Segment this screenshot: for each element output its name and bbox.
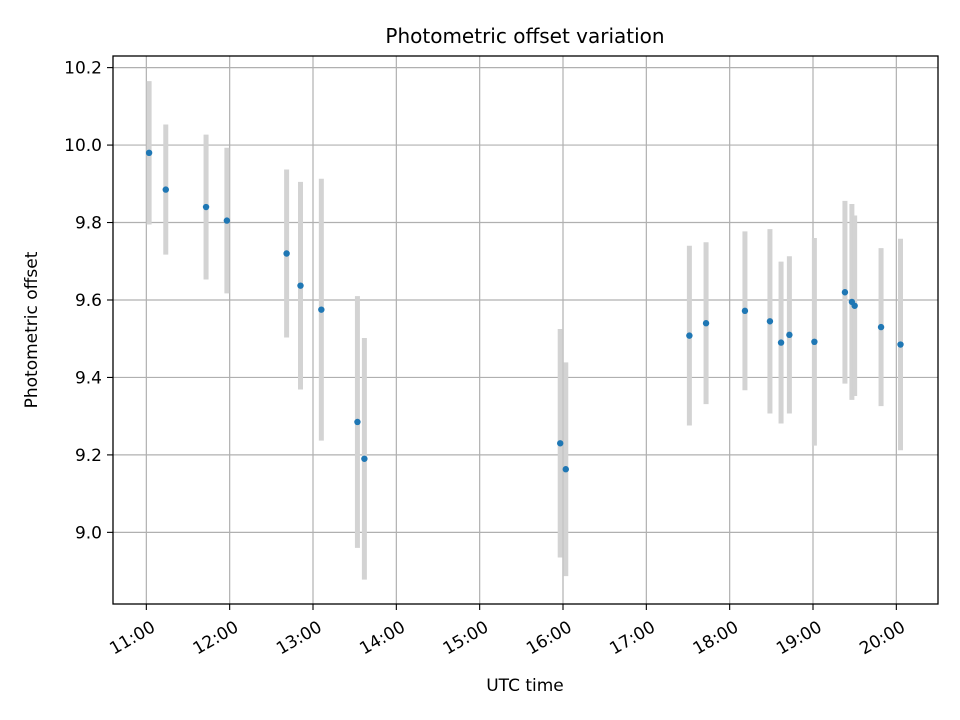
data-point	[297, 282, 304, 289]
data-point	[318, 306, 325, 313]
data-point	[811, 338, 818, 346]
data-point	[877, 323, 885, 331]
data-points	[145, 149, 904, 473]
data-point	[562, 466, 569, 473]
data-point	[786, 331, 793, 339]
data-point	[766, 318, 774, 325]
chart-title: Photometric offset variation	[385, 24, 664, 48]
plot-frame	[112, 55, 939, 605]
error-bars	[146, 81, 903, 580]
grid-lines	[113, 56, 938, 604]
y-tick-label: 9.8	[75, 214, 102, 234]
data-point	[145, 149, 153, 157]
x-tick-label: 12:00	[190, 617, 242, 659]
y-tick-label: 9.0	[75, 523, 102, 543]
data-point	[354, 418, 361, 426]
data-point	[361, 455, 368, 462]
x-tick-label: 16:00	[523, 617, 575, 659]
data-point	[557, 440, 564, 447]
x-tick-label: 17:00	[606, 617, 658, 659]
data-point	[283, 250, 290, 257]
data-point	[851, 302, 858, 309]
data-point	[223, 217, 231, 224]
y-axis-label: Photometric offset	[22, 251, 42, 408]
y-tick-label: 9.4	[75, 368, 102, 388]
y-tick-label: 10.0	[64, 136, 102, 156]
y-tick-label: 9.2	[75, 446, 102, 466]
x-tick-label: 11:00	[106, 617, 158, 659]
x-tick-label: 14:00	[356, 617, 408, 659]
x-tick-label: 13:00	[273, 617, 325, 659]
y-tick-label: 9.6	[75, 291, 102, 311]
data-point	[841, 289, 849, 296]
data-point	[702, 320, 710, 327]
data-point	[897, 341, 904, 348]
y-tick-label: 10.2	[64, 59, 102, 79]
data-point	[202, 203, 210, 211]
data-point	[162, 186, 169, 193]
x-tick-label: 20:00	[856, 617, 908, 659]
x-tick-label: 18:00	[690, 617, 742, 659]
x-tick-label: 15:00	[440, 617, 492, 659]
data-point	[777, 339, 785, 346]
data-point	[741, 307, 749, 315]
x-tick-label: 19:00	[773, 617, 825, 659]
x-axis-label: UTC time	[486, 676, 564, 696]
data-point	[686, 332, 693, 339]
